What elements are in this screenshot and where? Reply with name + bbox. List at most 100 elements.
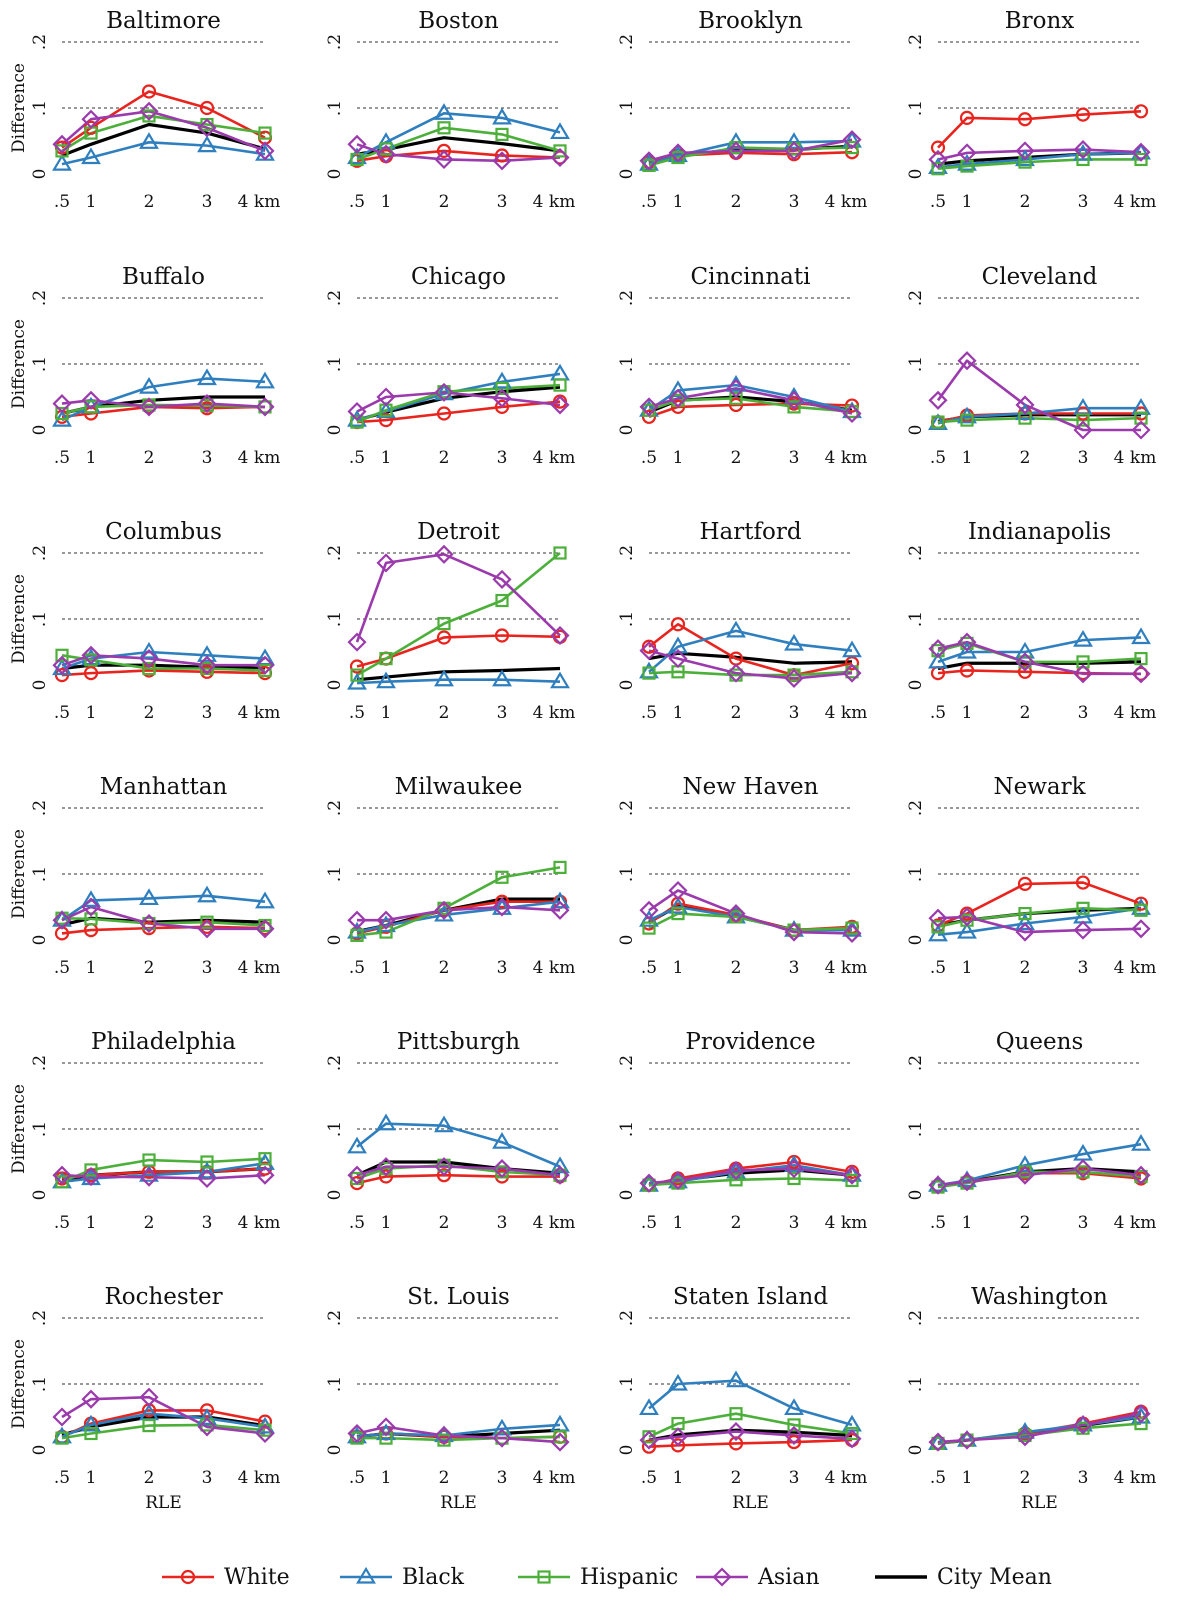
legend-item-city-mean: City Mean — [875, 1565, 1052, 1590]
y-tick-label: .1 — [30, 611, 50, 627]
panel-title: Buffalo — [122, 264, 205, 290]
y-tick-label: .1 — [30, 100, 50, 116]
data-point-black — [1015, 913, 1035, 931]
x-tick-label: .5 — [349, 1468, 365, 1488]
data-point-hispanic — [642, 158, 656, 173]
panel-detroit: Detroit 0 .1 .2 .5 1 2 3 4 km — [325, 519, 575, 723]
series-line-white — [648, 1438, 853, 1448]
data-point-black — [434, 1115, 454, 1133]
data-point-black — [1073, 629, 1093, 647]
x-tick-label: 2 — [144, 448, 155, 468]
x-tick-label: 1 — [962, 192, 973, 212]
x-tick-label: 2 — [731, 703, 742, 723]
data-point-black — [928, 1174, 948, 1192]
data-point-asian — [376, 387, 396, 407]
y-tick-label: .2 — [906, 545, 926, 561]
data-point-asian — [842, 923, 862, 943]
data-point-white — [494, 148, 510, 163]
y-tick-label: .1 — [617, 1376, 637, 1392]
data-point-white — [436, 143, 452, 158]
x-tick-label: 4 km — [1114, 1468, 1157, 1488]
series-line-asian — [648, 1167, 853, 1185]
data-point-asian — [550, 625, 570, 646]
x-tick-label: 2 — [144, 1468, 155, 1488]
data-point-black — [668, 1373, 688, 1391]
x-tick-label: 2 — [144, 1213, 155, 1233]
panel-title: Rochester — [104, 1284, 222, 1310]
x-tick-label: 3 — [1078, 703, 1089, 723]
data-point-hispanic — [350, 152, 364, 167]
y-tick-label: .1 — [325, 356, 345, 372]
y-tick-label: .1 — [30, 866, 50, 882]
data-point-asian — [1131, 420, 1151, 440]
data-point-white — [83, 666, 99, 681]
x-tick-label: 1 — [673, 958, 684, 978]
legend-label: White — [224, 1565, 290, 1590]
x-tick-label: 3 — [1078, 1468, 1089, 1488]
panel-title: Hartford — [699, 519, 801, 545]
data-point-hispanic — [379, 142, 393, 156]
x-tick-label: 1 — [86, 1213, 97, 1233]
data-point-asian — [255, 141, 275, 161]
x-tick-label: 4 km — [238, 958, 281, 978]
x-tick-label: 3 — [202, 192, 213, 212]
data-point-black — [928, 924, 948, 942]
x-tick-label: .5 — [349, 1213, 365, 1233]
data-point-hispanic — [1134, 651, 1148, 666]
data-point-asian — [139, 101, 159, 121]
x-tick-label: .5 — [641, 958, 657, 978]
y-tick-label: .2 — [325, 1310, 345, 1326]
data-point-asian — [434, 382, 454, 402]
x-tick-label: 2 — [144, 192, 155, 212]
data-point-hispanic — [200, 1155, 214, 1169]
x-tick-label: 4 km — [1114, 192, 1157, 212]
data-point-asian — [347, 1165, 367, 1185]
data-point-white — [257, 1414, 273, 1429]
x-tick-label: 2 — [731, 1213, 742, 1233]
data-point-hispanic — [84, 653, 98, 667]
x-tick-label: 4 km — [533, 703, 576, 723]
data-point-black — [197, 885, 217, 903]
data-point-hispanic — [845, 1426, 859, 1441]
data-point-asian — [957, 143, 977, 163]
data-point-asian — [668, 649, 688, 669]
panel-title: New Haven — [683, 774, 819, 800]
data-point-white — [728, 1436, 744, 1451]
x-tick-label: 4 km — [1114, 958, 1157, 978]
panel-title: Washington — [971, 1284, 1108, 1310]
legend-marker — [180, 1569, 196, 1585]
panel-title: Staten Island — [673, 1284, 828, 1310]
y-tick-label: 0 — [30, 680, 50, 691]
panel-washington: Washington 0 .1 .2 .5 1 2 3 4 km RLE — [906, 1284, 1156, 1513]
x-tick-label: 2 — [439, 192, 450, 212]
x-tick-label: 1 — [381, 448, 392, 468]
series-line-black — [61, 141, 266, 166]
data-point-black — [492, 1132, 512, 1149]
data-point-hispanic — [553, 1430, 567, 1444]
data-point-hispanic — [671, 150, 685, 165]
x-tick-label: 2 — [144, 958, 155, 978]
x-tick-label: 4 km — [533, 958, 576, 978]
panel-indianapolis: Indianapolis 0 .1 .2 .5 1 2 3 4 km — [906, 519, 1156, 723]
panel-baltimore: Baltimore 0 .1 .2 .5 1 2 3 4 km Difference — [9, 8, 280, 212]
y-tick-label: .1 — [30, 1376, 50, 1392]
data-point-hispanic — [84, 1163, 98, 1177]
data-point-black — [347, 409, 367, 427]
panel-cleveland: Cleveland 0 .1 .2 .5 1 2 3 4 km — [906, 264, 1156, 468]
data-point-black — [376, 132, 396, 149]
legend-item-asian: Asian — [696, 1565, 820, 1590]
data-point-white — [552, 150, 568, 165]
data-point-asian — [668, 880, 688, 901]
panel-title: Bronx — [1005, 8, 1075, 34]
data-point-hispanic — [258, 663, 272, 678]
data-point-asian — [376, 553, 396, 573]
data-point-black — [928, 651, 948, 669]
legend-label: Hispanic — [580, 1565, 678, 1590]
data-point-white — [959, 663, 975, 678]
data-point-asian — [255, 397, 275, 417]
data-point-hispanic — [437, 121, 451, 135]
data-point-asian — [434, 1425, 454, 1446]
data-point-asian — [639, 397, 659, 417]
data-point-hispanic — [437, 1433, 451, 1447]
x-tick-label: .5 — [930, 703, 946, 723]
